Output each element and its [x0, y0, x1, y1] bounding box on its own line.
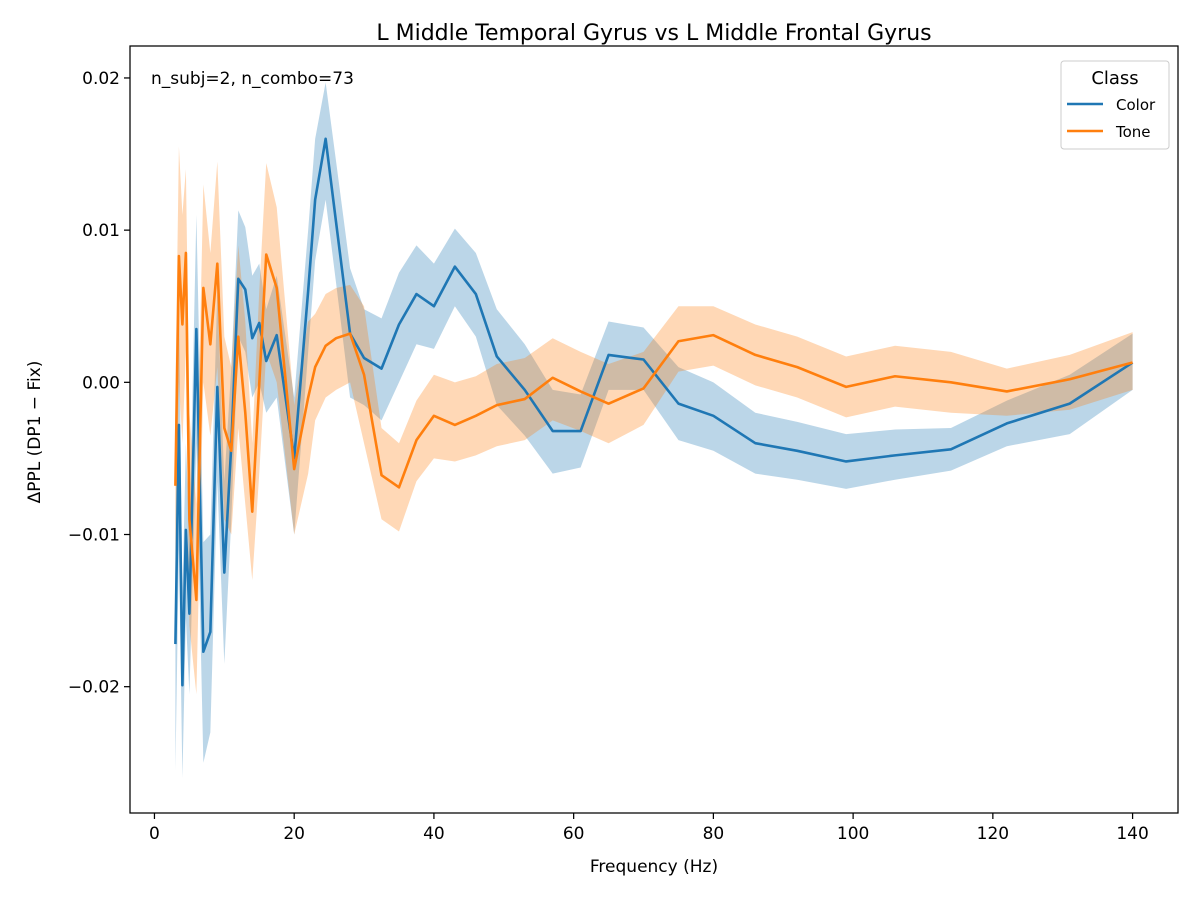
series-lines: [174, 137, 1134, 687]
x-axis-label: Frequency (Hz): [590, 857, 718, 877]
y-tick-label: 0.02: [82, 69, 120, 89]
x-tick-label: 140: [1116, 824, 1148, 844]
sample-size-annotation: n_subj=2, n_combo=73: [151, 69, 354, 89]
x-tick-label: 80: [703, 824, 725, 844]
legend-box: [1060, 60, 1170, 150]
chart-title: L Middle Temporal Gyrus vs L Middle Fron…: [376, 21, 931, 46]
x-tick-label: 100: [837, 824, 869, 844]
y-tick-label: −0.02: [68, 678, 120, 698]
x-tick-label: 60: [563, 824, 585, 844]
confidence-band-tone: [175, 146, 1133, 695]
confidence-bands: [175, 82, 1133, 778]
x-tick-label: 40: [423, 824, 445, 844]
y-axis-ticks: −0.02 −0.01 0.00 0.01 0.02: [68, 69, 130, 698]
x-axis-ticks: 0 20 40 60 80 100 120 140: [149, 813, 1149, 844]
plot-frame: [129, 45, 1179, 814]
legend: Class Color Tone: [1060, 60, 1170, 150]
x-tick-label: 120: [977, 824, 1009, 844]
y-tick-label: −0.01: [68, 526, 120, 546]
y-axis-label: ΔPPL (DP1 − Fix): [25, 361, 45, 504]
legend-title: Class: [1091, 68, 1138, 89]
y-tick-label: 0.01: [82, 221, 120, 241]
series-line-tone: [174, 251, 1133, 602]
confidence-band-color: [175, 82, 1133, 778]
x-tick-label: 0: [149, 824, 160, 844]
series-line-color: [174, 137, 1134, 687]
x-tick-label: 20: [283, 824, 305, 844]
y-tick-label: 0.00: [82, 373, 120, 393]
legend-label-color: Color: [1116, 96, 1156, 114]
legend-label-tone: Tone: [1115, 123, 1151, 141]
